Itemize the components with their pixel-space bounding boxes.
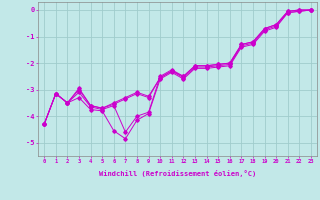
X-axis label: Windchill (Refroidissement éolien,°C): Windchill (Refroidissement éolien,°C) <box>99 170 256 177</box>
